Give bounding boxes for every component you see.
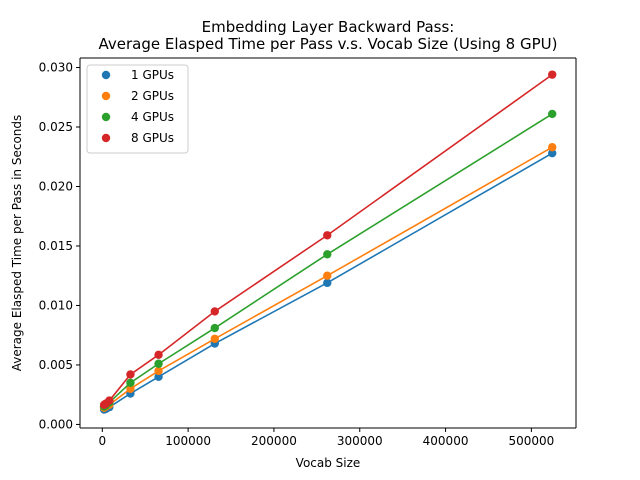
series-layer (99, 70, 557, 414)
legend: 1 GPUs 2 GPUs 4 GPUs 8 GPUs (86, 64, 189, 154)
data-point (154, 372, 163, 382)
data-point (548, 70, 557, 79)
y-axis-ticks: 0.000 0.005 0.010 0.015 0.020 0.025 0.030 (39, 61, 80, 431)
y-tick-label: 0.025 (39, 120, 73, 134)
data-point (126, 384, 135, 393)
data-point (323, 278, 332, 288)
y-tick-label: 0.030 (39, 61, 73, 75)
x-tick-label: 200000 (251, 434, 297, 448)
x-tick-label: 300000 (337, 434, 383, 448)
data-point (210, 307, 219, 316)
x-axis-ticks: 0 100000 200000 300000 400000 500000 (98, 428, 554, 448)
x-tick-label: 400000 (423, 434, 469, 448)
data-point (154, 366, 163, 376)
data-point (154, 350, 163, 360)
data-point (154, 359, 163, 368)
legend-label: 8 GPUs (131, 131, 174, 145)
legend-marker (101, 133, 111, 143)
data-point (323, 250, 332, 259)
data-point (548, 109, 557, 119)
data-point (210, 323, 219, 333)
y-tick-label: 0.010 (39, 298, 73, 312)
legend-box (86, 64, 189, 154)
data-point (548, 148, 557, 158)
plot-frame (79, 57, 577, 429)
y-axis-label: Average Elasped Time per Pass in Seconds (10, 115, 24, 372)
data-point (126, 378, 135, 387)
legend-marker (101, 112, 111, 122)
y-tick-label: 0.005 (39, 358, 73, 372)
chart-title-line1: Embedding Layer Backward Pass: (202, 18, 455, 36)
chart-title-line2: Average Elasped Time per Pass v.s. Vocab… (99, 35, 558, 53)
legend-label: 4 GPUs (131, 110, 174, 124)
data-point (105, 396, 114, 405)
data-point (548, 143, 557, 152)
x-axis-label: Vocab Size (296, 456, 361, 470)
y-tick-label: 0.015 (39, 239, 73, 253)
data-point (323, 271, 332, 280)
x-tick-label: 0 (98, 434, 106, 448)
data-point (126, 370, 135, 379)
series-4 (99, 70, 557, 410)
y-tick-label: 0.020 (39, 179, 73, 193)
x-tick-label: 500000 (508, 434, 554, 448)
legend-label: 1 GPUs (131, 68, 174, 82)
x-tick-label: 100000 (165, 434, 211, 448)
data-point (210, 334, 219, 343)
y-tick-label: 0.000 (39, 417, 73, 431)
legend-marker (101, 91, 111, 101)
data-point (323, 231, 332, 240)
legend-marker (101, 70, 111, 80)
legend-label: 2 GPUs (131, 89, 174, 103)
